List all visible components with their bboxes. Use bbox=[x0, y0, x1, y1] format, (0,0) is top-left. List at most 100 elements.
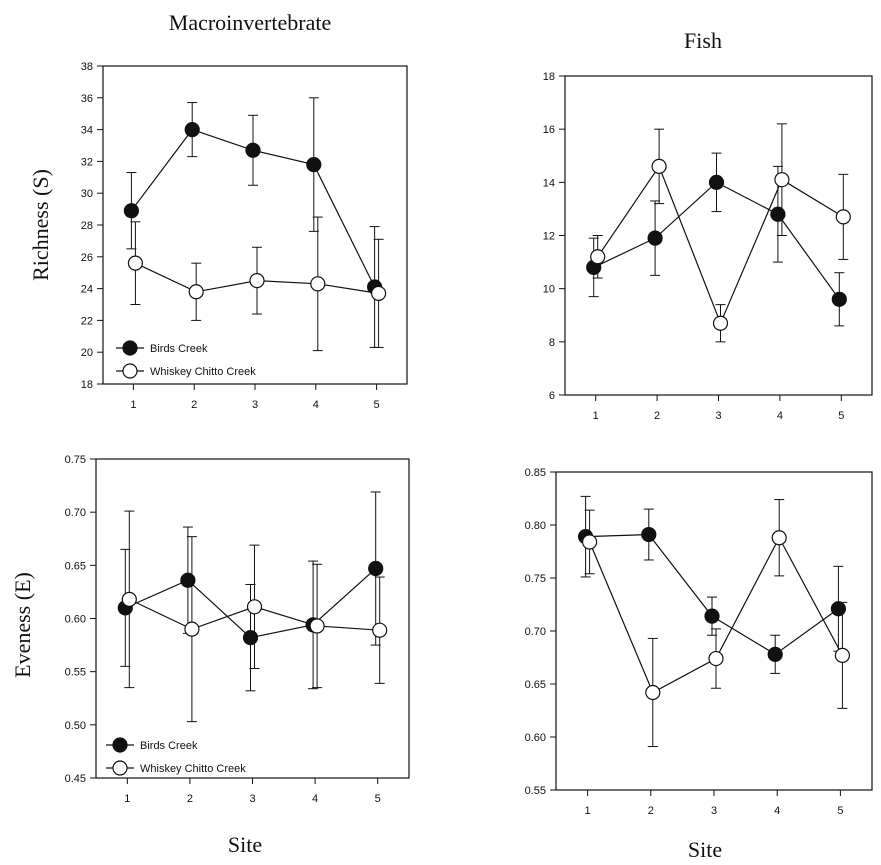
y-tick-label: 0.80 bbox=[525, 520, 546, 532]
y-tick-label: 0.50 bbox=[65, 720, 86, 732]
y-tick-label: 0.65 bbox=[525, 679, 546, 691]
data-point bbox=[704, 608, 720, 624]
series-whiskey-chitto-creek bbox=[581, 499, 851, 748]
column-title-macroinvertebrate: Macroinvertebrate bbox=[169, 10, 331, 35]
data-point bbox=[371, 285, 387, 301]
data-point bbox=[774, 172, 790, 188]
x-tick-label: 5 bbox=[837, 805, 843, 817]
data-point bbox=[246, 599, 263, 615]
x-tick-label: 5 bbox=[838, 410, 844, 422]
y-tick-label: 0.65 bbox=[65, 560, 86, 572]
x-tick-label: 3 bbox=[715, 410, 721, 422]
column-title-fish: Fish bbox=[684, 28, 722, 53]
data-point bbox=[184, 621, 200, 637]
y-tick-label: 26 bbox=[81, 252, 93, 264]
y-tick-label: 24 bbox=[81, 284, 93, 296]
series-whiskey-chitto-creek bbox=[121, 510, 388, 723]
y-tick-label: 16 bbox=[543, 124, 555, 136]
x-tick-label: 1 bbox=[130, 399, 136, 411]
legend-marker-open bbox=[122, 363, 138, 379]
legend-label: Birds Creek bbox=[150, 343, 208, 355]
plot-frame bbox=[102, 65, 408, 385]
legend-label: Whiskey Chitto Creek bbox=[140, 763, 246, 775]
data-point bbox=[830, 601, 847, 617]
plot-frame bbox=[564, 75, 873, 396]
x-tick-label: 5 bbox=[375, 793, 381, 805]
legend-label: Birds Creek bbox=[140, 740, 198, 752]
y-tick-label: 8 bbox=[549, 337, 555, 349]
series-birds-creek bbox=[577, 495, 847, 674]
series-whiskey-chitto-creek bbox=[590, 123, 851, 343]
plot-frame bbox=[555, 471, 873, 791]
data-point bbox=[641, 526, 657, 543]
data-point bbox=[242, 630, 259, 646]
x-tick-label: 2 bbox=[648, 805, 654, 817]
data-point bbox=[834, 647, 851, 663]
x-tick-label: 4 bbox=[777, 410, 783, 422]
y-tick-label: 14 bbox=[543, 177, 555, 189]
data-point bbox=[651, 158, 667, 174]
legend: Birds Creek Whiskey Chitto Creek bbox=[106, 737, 246, 776]
y-tick-label: 6 bbox=[549, 390, 555, 402]
y-tick-label: 18 bbox=[81, 379, 93, 391]
y-tick-label: 10 bbox=[543, 284, 555, 296]
data-point bbox=[767, 646, 783, 662]
data-point bbox=[249, 273, 265, 289]
x-tick-label: 1 bbox=[585, 805, 591, 817]
y-tick-label: 18 bbox=[543, 71, 555, 83]
x-axis-label-left: Site bbox=[228, 832, 262, 857]
x-tick-label: 4 bbox=[313, 399, 319, 411]
data-point bbox=[771, 530, 787, 546]
data-point bbox=[372, 622, 388, 638]
y-tick-label: 0.55 bbox=[525, 785, 546, 797]
y-tick-label: 28 bbox=[81, 220, 93, 232]
series-line bbox=[597, 165, 844, 325]
y-tick-label: 0.60 bbox=[65, 614, 86, 626]
data-point bbox=[770, 206, 786, 222]
data-point bbox=[121, 591, 137, 607]
x-tick-label: 1 bbox=[124, 793, 130, 805]
x-tick-label: 4 bbox=[312, 793, 318, 805]
data-point bbox=[180, 572, 196, 588]
data-point bbox=[245, 142, 261, 158]
data-point bbox=[831, 291, 847, 307]
series-birds-creek bbox=[586, 152, 847, 327]
y-axis-label-richness: Richness (S) bbox=[28, 169, 53, 281]
fish-evenness-panel: 0.55 0.60 0.65 0.70 0.75 0.80 0.85 1 2 3 4 5 bbox=[525, 467, 873, 817]
y-tick-label: 12 bbox=[543, 231, 555, 243]
legend-marker-filled bbox=[122, 340, 138, 356]
data-point bbox=[708, 650, 724, 667]
data-point bbox=[368, 560, 384, 577]
x-axis-label-right: Site bbox=[688, 837, 722, 862]
x-tick-label: 3 bbox=[711, 805, 717, 817]
y-tick-label: 0.85 bbox=[525, 467, 546, 479]
legend-marker-open bbox=[112, 760, 128, 776]
data-point bbox=[708, 174, 725, 190]
data-point bbox=[712, 315, 729, 331]
legend: Birds Creek Whiskey Chitto Creek bbox=[116, 340, 256, 379]
data-point bbox=[835, 209, 851, 225]
legend-marker-filled bbox=[112, 737, 128, 753]
data-point bbox=[645, 684, 661, 701]
x-tick-label: 5 bbox=[374, 399, 380, 411]
y-tick-label: 0.70 bbox=[525, 626, 546, 638]
series-birds-creek bbox=[117, 491, 384, 692]
legend-label: Whiskey Chitto Creek bbox=[150, 366, 256, 378]
data-point bbox=[310, 276, 326, 292]
series-birds-creek bbox=[123, 97, 383, 348]
data-point bbox=[581, 534, 598, 550]
data-point bbox=[647, 230, 663, 246]
x-tick-label: 4 bbox=[774, 805, 780, 817]
y-tick-label: 0.75 bbox=[65, 454, 86, 466]
y-tick-label: 32 bbox=[81, 156, 93, 168]
data-point bbox=[184, 122, 200, 138]
data-point bbox=[590, 249, 606, 265]
y-tick-label: 0.60 bbox=[525, 732, 546, 744]
data-point bbox=[309, 618, 325, 634]
data-point bbox=[127, 255, 143, 271]
x-tick-label: 3 bbox=[252, 399, 258, 411]
series-line bbox=[585, 533, 839, 656]
